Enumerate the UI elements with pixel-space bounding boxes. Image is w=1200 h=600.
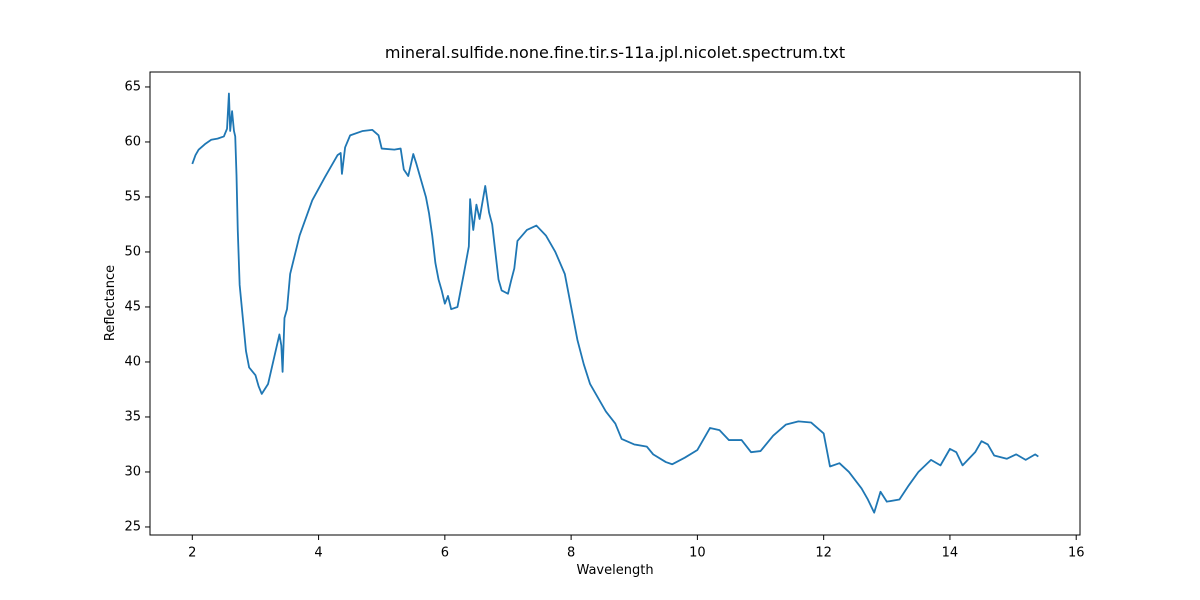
y-tick-label: 40: [124, 354, 141, 369]
y-axis-label: Reflectance: [103, 265, 118, 341]
x-tick-label: 8: [567, 546, 575, 561]
y-tick-label: 45: [124, 299, 141, 314]
y-tick-label: 50: [124, 244, 141, 259]
y-tick-label: 65: [124, 79, 141, 94]
y-tick-label: 30: [124, 464, 141, 479]
x-axis-label: Wavelength: [576, 563, 653, 578]
x-tick-label: 4: [314, 546, 322, 561]
chart-title: mineral.sulfide.none.fine.tir.s-11a.jpl.…: [385, 43, 845, 62]
x-tick-label: 10: [689, 546, 706, 561]
y-tick-label: 55: [124, 189, 141, 204]
y-tick-label: 25: [124, 519, 141, 534]
x-tick-label: 2: [188, 546, 196, 561]
y-tick-label: 60: [124, 134, 141, 149]
x-tick-label: 6: [441, 546, 449, 561]
plot-frame: [149, 71, 1081, 536]
x-tick-label: 12: [815, 546, 832, 561]
spectrum-line: [191, 92, 1039, 514]
x-tick-label: 16: [1068, 546, 1085, 561]
y-tick-label: 35: [124, 409, 141, 424]
x-tick-label: 14: [942, 546, 959, 561]
